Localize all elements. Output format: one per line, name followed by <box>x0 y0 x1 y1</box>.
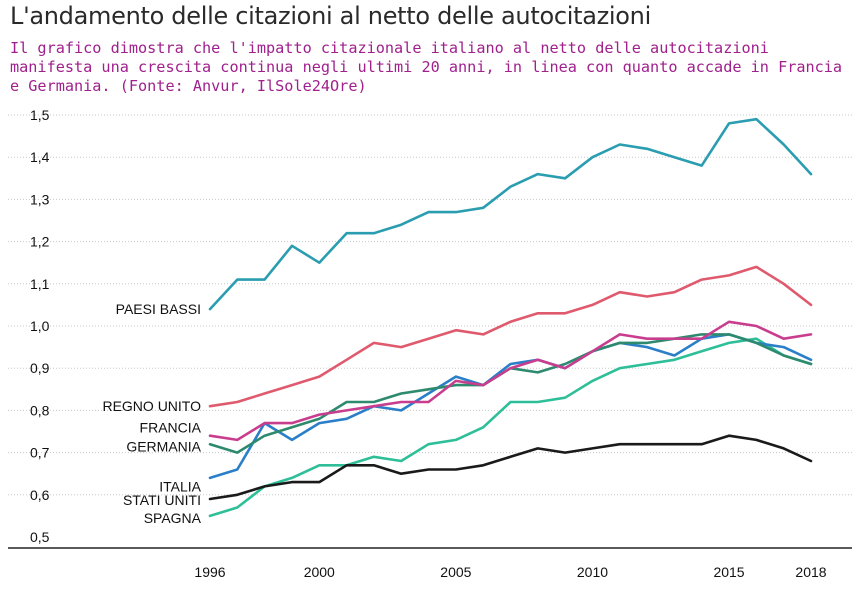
series-labels: PAESI BASSI REGNO UNITO FRANCIA GERMANIA ITA… <box>102 301 201 526</box>
series-line-paesi-bassi <box>208 117 813 311</box>
series-line-stati-uniti <box>208 434 813 501</box>
y-tick-label: 0,5 <box>30 529 50 545</box>
series-label-stati-uniti: STATI UNITI <box>123 492 201 508</box>
x-tick-label: 2000 <box>304 564 335 580</box>
series-label-germania: GERMANIA <box>126 438 201 454</box>
y-tick-label: 1,5 <box>30 107 50 123</box>
y-tick-label: 0,8 <box>30 402 50 418</box>
y-tick-label: 1,4 <box>30 149 50 165</box>
y-tick-label: 0,7 <box>30 445 50 461</box>
series-layer <box>208 117 813 518</box>
chart-title: L'andamento delle citazioni al netto del… <box>10 2 651 30</box>
y-tick-label: 0,6 <box>30 487 50 503</box>
x-tick-label: 2015 <box>713 564 744 580</box>
series-label-spagna: SPAGNA <box>144 510 202 526</box>
series-line-francia <box>208 320 813 442</box>
x-tick-label: 2005 <box>440 564 471 580</box>
x-tick-label: 2010 <box>577 564 608 580</box>
x-tick-label: 2018 <box>795 564 826 580</box>
x-tick-label: 1996 <box>194 564 225 580</box>
series-line-regno-unito <box>208 265 813 408</box>
grid-layer <box>8 114 852 549</box>
series-line-spagna <box>208 337 813 518</box>
series-label-francia: FRANCIA <box>140 419 202 435</box>
y-tick-label: 1,3 <box>30 191 50 207</box>
y-tick-label: 0,9 <box>30 360 50 376</box>
chart-subtitle: Il grafico dimostra che l'impatto citazi… <box>10 39 843 95</box>
series-label-paesi-bassi: PAESI BASSI <box>116 301 201 317</box>
y-tick-label: 1,1 <box>30 276 50 292</box>
y-tick-label: 1,2 <box>30 234 50 250</box>
series-line-italia <box>208 333 813 480</box>
y-tick-label: 1,0 <box>30 318 50 334</box>
series-label-italia: ITALIA <box>159 478 201 494</box>
series-label-regno-unito: REGNO UNITO <box>102 398 201 414</box>
y-axis-ticks: 0,5 0,6 0,7 0,8 0,9 1,0 1,1 1,2 1,3 1,4 1,5 <box>30 107 50 545</box>
x-axis-ticks: 1996 2000 2005 2010 2015 2018 <box>194 564 826 580</box>
